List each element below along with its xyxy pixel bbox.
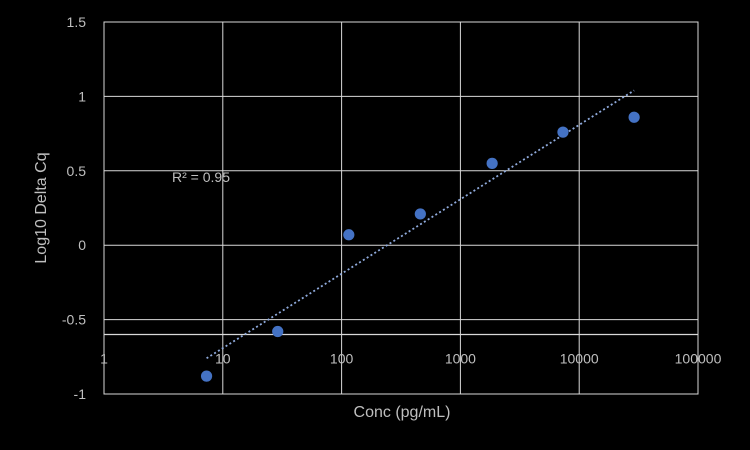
x-tick-label: 10000 bbox=[560, 350, 599, 366]
x-axis-title: Conc (pg/mL) bbox=[354, 404, 451, 421]
plot-area bbox=[103, 21, 699, 395]
y-tick-label: -0.5 bbox=[62, 312, 86, 328]
plot-frame bbox=[103, 21, 699, 395]
x-tick-label: 100000 bbox=[675, 350, 722, 366]
gridlines bbox=[103, 21, 699, 395]
data-point bbox=[272, 325, 284, 338]
data-point bbox=[343, 229, 355, 241]
y-axis-title: Log10 Delta Cq bbox=[33, 152, 50, 263]
y-tick-label: 1 bbox=[78, 88, 86, 104]
y-tick-label: -1 bbox=[74, 386, 87, 402]
r-squared-annotation: R² = 0.95 bbox=[172, 169, 230, 185]
x-tick-labels: 1 10 100 1000 10000 100000 bbox=[100, 350, 721, 366]
y-tick-label: 1.5 bbox=[67, 14, 87, 30]
x-tick-label: 1 bbox=[100, 350, 108, 366]
data-point bbox=[628, 111, 640, 123]
x-tick-label: 10 bbox=[215, 350, 231, 366]
y-tick-labels: -1 -0.5 0 0.5 1 1.5 bbox=[62, 14, 86, 402]
x-tick-label: 100 bbox=[330, 350, 354, 366]
data-point bbox=[200, 370, 213, 382]
data-points bbox=[200, 111, 640, 382]
x-tick-label: 1000 bbox=[445, 350, 476, 366]
data-point bbox=[557, 126, 569, 138]
data-point bbox=[414, 208, 426, 220]
y-tick-label: 0 bbox=[78, 237, 86, 253]
y-tick-label: 0.5 bbox=[67, 163, 87, 179]
data-point bbox=[486, 157, 498, 169]
